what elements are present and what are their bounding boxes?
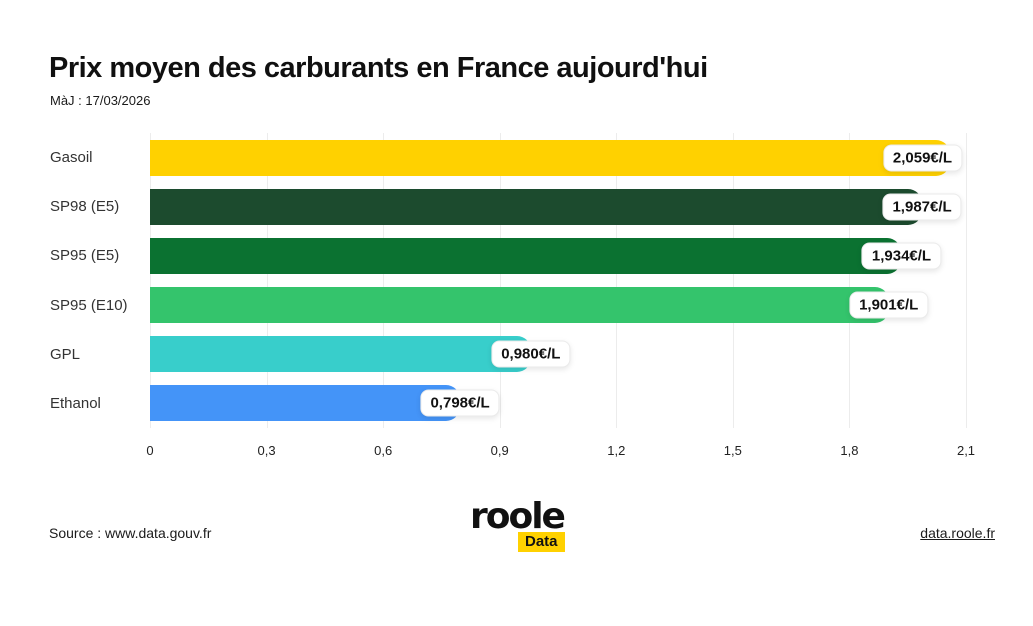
value-label-gasoil: 2,059€/L — [882, 144, 963, 172]
gridline — [266, 133, 268, 428]
roole-site-link[interactable]: data.roole.fr — [920, 525, 995, 541]
data-badge: Data — [518, 532, 565, 552]
bar-track: 1,934€/L — [150, 237, 966, 274]
chart-title: Prix moyen des carburants en France aujo… — [49, 52, 708, 84]
bar-row-ethanol: Ethanol 0,798€/L — [49, 379, 966, 428]
bar-track: 2,059€/L — [150, 139, 966, 176]
bar-sp95-e5 — [150, 237, 902, 274]
bar-row-gpl: GPL 0,980€/L — [49, 330, 966, 379]
category-label-gpl: GPL — [50, 345, 81, 363]
bar-ethanol — [150, 385, 461, 422]
value-label-gpl: 0,980€/L — [491, 340, 571, 368]
gridline — [383, 133, 385, 428]
bar-row-gasoil: Gasoil 2,059€/L — [49, 133, 966, 182]
roole-data-logo: roole Data — [470, 496, 580, 556]
category-label-sp95-e10: SP95 (E10) — [50, 296, 128, 314]
bar-row-sp98-e5: SP98 (E5) 1,987€/L — [49, 182, 966, 231]
x-tick-label: 0 — [146, 443, 154, 458]
bar-rows: Gasoil 2,059€/L SP98 (E5) 1,987€/L SP95 (E5)… — [49, 133, 966, 428]
x-tick-label: 0,6 — [374, 443, 393, 458]
bar-track: 1,987€/L — [150, 188, 966, 225]
x-tick-label: 0,3 — [257, 443, 276, 458]
bar-track: 0,798€/L — [150, 385, 966, 422]
bar-gasoil — [150, 139, 951, 176]
x-tick-label: 1,5 — [723, 443, 742, 458]
category-label-ethanol: Ethanol — [50, 394, 101, 412]
value-label-ethanol: 0,798€/L — [420, 389, 500, 417]
x-tick-label: 1,2 — [607, 443, 626, 458]
bar-gpl — [150, 336, 531, 373]
bar-track: 0,980€/L — [150, 336, 966, 373]
source-text: Source : www.data.gouv.fr — [49, 525, 212, 541]
gridline — [732, 133, 734, 428]
fuel-price-bar-chart: Gasoil 2,059€/L SP98 (E5) 1,987€/L SP95 (E5)… — [49, 133, 967, 428]
value-label-sp95-e5: 1,934€/L — [861, 242, 942, 270]
gridline — [849, 133, 851, 428]
gridline — [150, 133, 151, 428]
bar-sp95-e10 — [150, 287, 889, 324]
bar-row-sp95-e5: SP95 (E5) 1,934€/L — [49, 231, 966, 280]
gridline — [616, 133, 618, 428]
gridline — [499, 133, 501, 428]
value-label-sp98-e5: 1,987€/L — [882, 193, 962, 221]
bar-sp98-e5 — [150, 188, 923, 225]
gridline — [966, 133, 967, 428]
value-label-sp95-e10: 1,901€/L — [849, 291, 929, 319]
x-tick-label: 1,8 — [840, 443, 859, 458]
category-label-gasoil: Gasoil — [50, 149, 93, 167]
category-label-sp98-e5: SP98 (E5) — [50, 198, 120, 216]
gridlines — [150, 133, 967, 428]
bar-row-sp95-e10: SP95 (E10) 1,901€/L — [49, 281, 966, 330]
x-tick-label: 0,9 — [490, 443, 509, 458]
roole-logo-text: roole — [470, 496, 566, 537]
update-date: MàJ : 17/03/2026 — [50, 93, 151, 108]
x-axis: 0 0,3 0,6 0,9 1,2 1,5 1,8 2,1 — [146, 443, 975, 461]
bar-track: 1,901€/L — [150, 287, 966, 324]
category-label-sp95-e5: SP95 (E5) — [50, 247, 120, 265]
x-tick-label: 2,1 — [956, 443, 976, 458]
